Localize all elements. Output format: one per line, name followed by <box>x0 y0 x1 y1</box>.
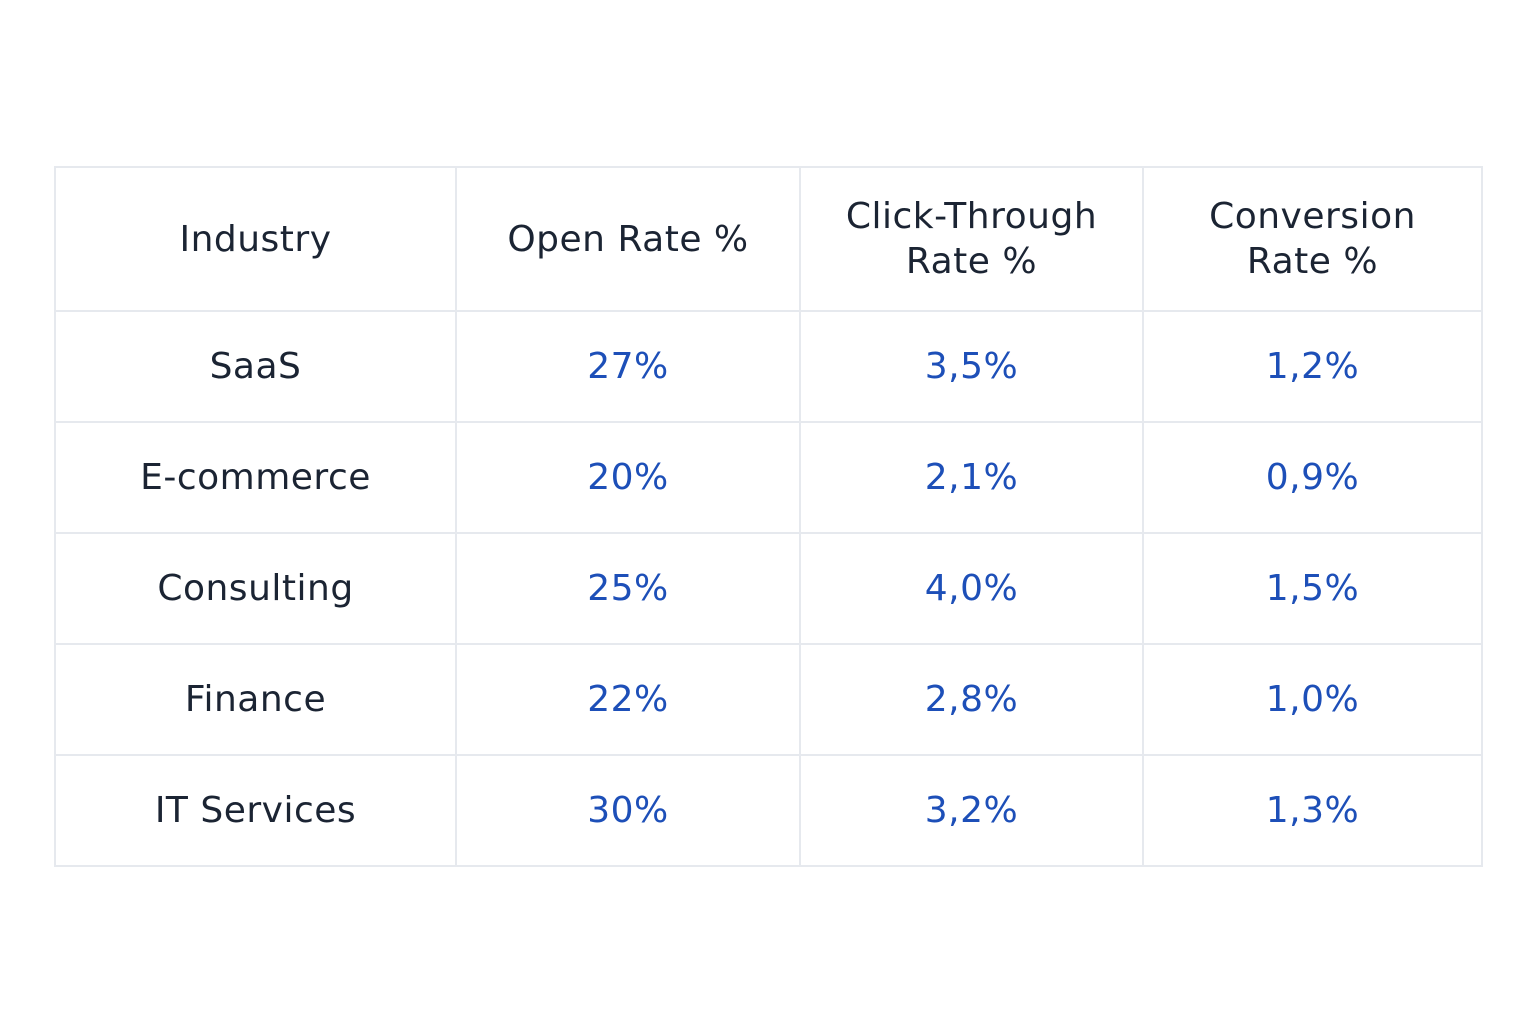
metrics-table: Industry Open Rate % Click-Through Rate … <box>54 166 1483 867</box>
table-row: IT Services 30% 3,2% 1,3% <box>54 754 1483 867</box>
conversion-rate-cell: 1,0% <box>1142 643 1483 756</box>
table-row: E-commerce 20% 2,1% 0,9% <box>54 421 1483 534</box>
data-table-container: Industry Open Rate % Click-Through Rate … <box>54 166 1483 867</box>
table-row: Finance 22% 2,8% 1,0% <box>54 643 1483 756</box>
open-rate-cell: 25% <box>455 532 801 645</box>
industry-cell: SaaS <box>54 310 457 423</box>
conversion-rate-cell: 0,9% <box>1142 421 1483 534</box>
open-rate-cell: 30% <box>455 754 801 867</box>
column-header-open-rate: Open Rate % <box>455 166 801 312</box>
industry-cell: Consulting <box>54 532 457 645</box>
column-header-conversion-rate: Conversion Rate % <box>1142 166 1483 312</box>
table-row: SaaS 27% 3,5% 1,2% <box>54 310 1483 423</box>
column-header-click-through-rate: Click-Through Rate % <box>799 166 1144 312</box>
table-row: Consulting 25% 4,0% 1,5% <box>54 532 1483 645</box>
click-through-rate-cell: 4,0% <box>799 532 1144 645</box>
open-rate-cell: 27% <box>455 310 801 423</box>
industry-cell: E-commerce <box>54 421 457 534</box>
click-through-rate-cell: 2,1% <box>799 421 1144 534</box>
click-through-rate-cell: 3,5% <box>799 310 1144 423</box>
conversion-rate-cell: 1,2% <box>1142 310 1483 423</box>
open-rate-cell: 20% <box>455 421 801 534</box>
conversion-rate-cell: 1,5% <box>1142 532 1483 645</box>
header-row: Industry Open Rate % Click-Through Rate … <box>54 166 1483 312</box>
conversion-rate-cell: 1,3% <box>1142 754 1483 867</box>
open-rate-cell: 22% <box>455 643 801 756</box>
industry-cell: IT Services <box>54 754 457 867</box>
column-header-industry: Industry <box>54 166 457 312</box>
industry-cell: Finance <box>54 643 457 756</box>
click-through-rate-cell: 3,2% <box>799 754 1144 867</box>
click-through-rate-cell: 2,8% <box>799 643 1144 756</box>
